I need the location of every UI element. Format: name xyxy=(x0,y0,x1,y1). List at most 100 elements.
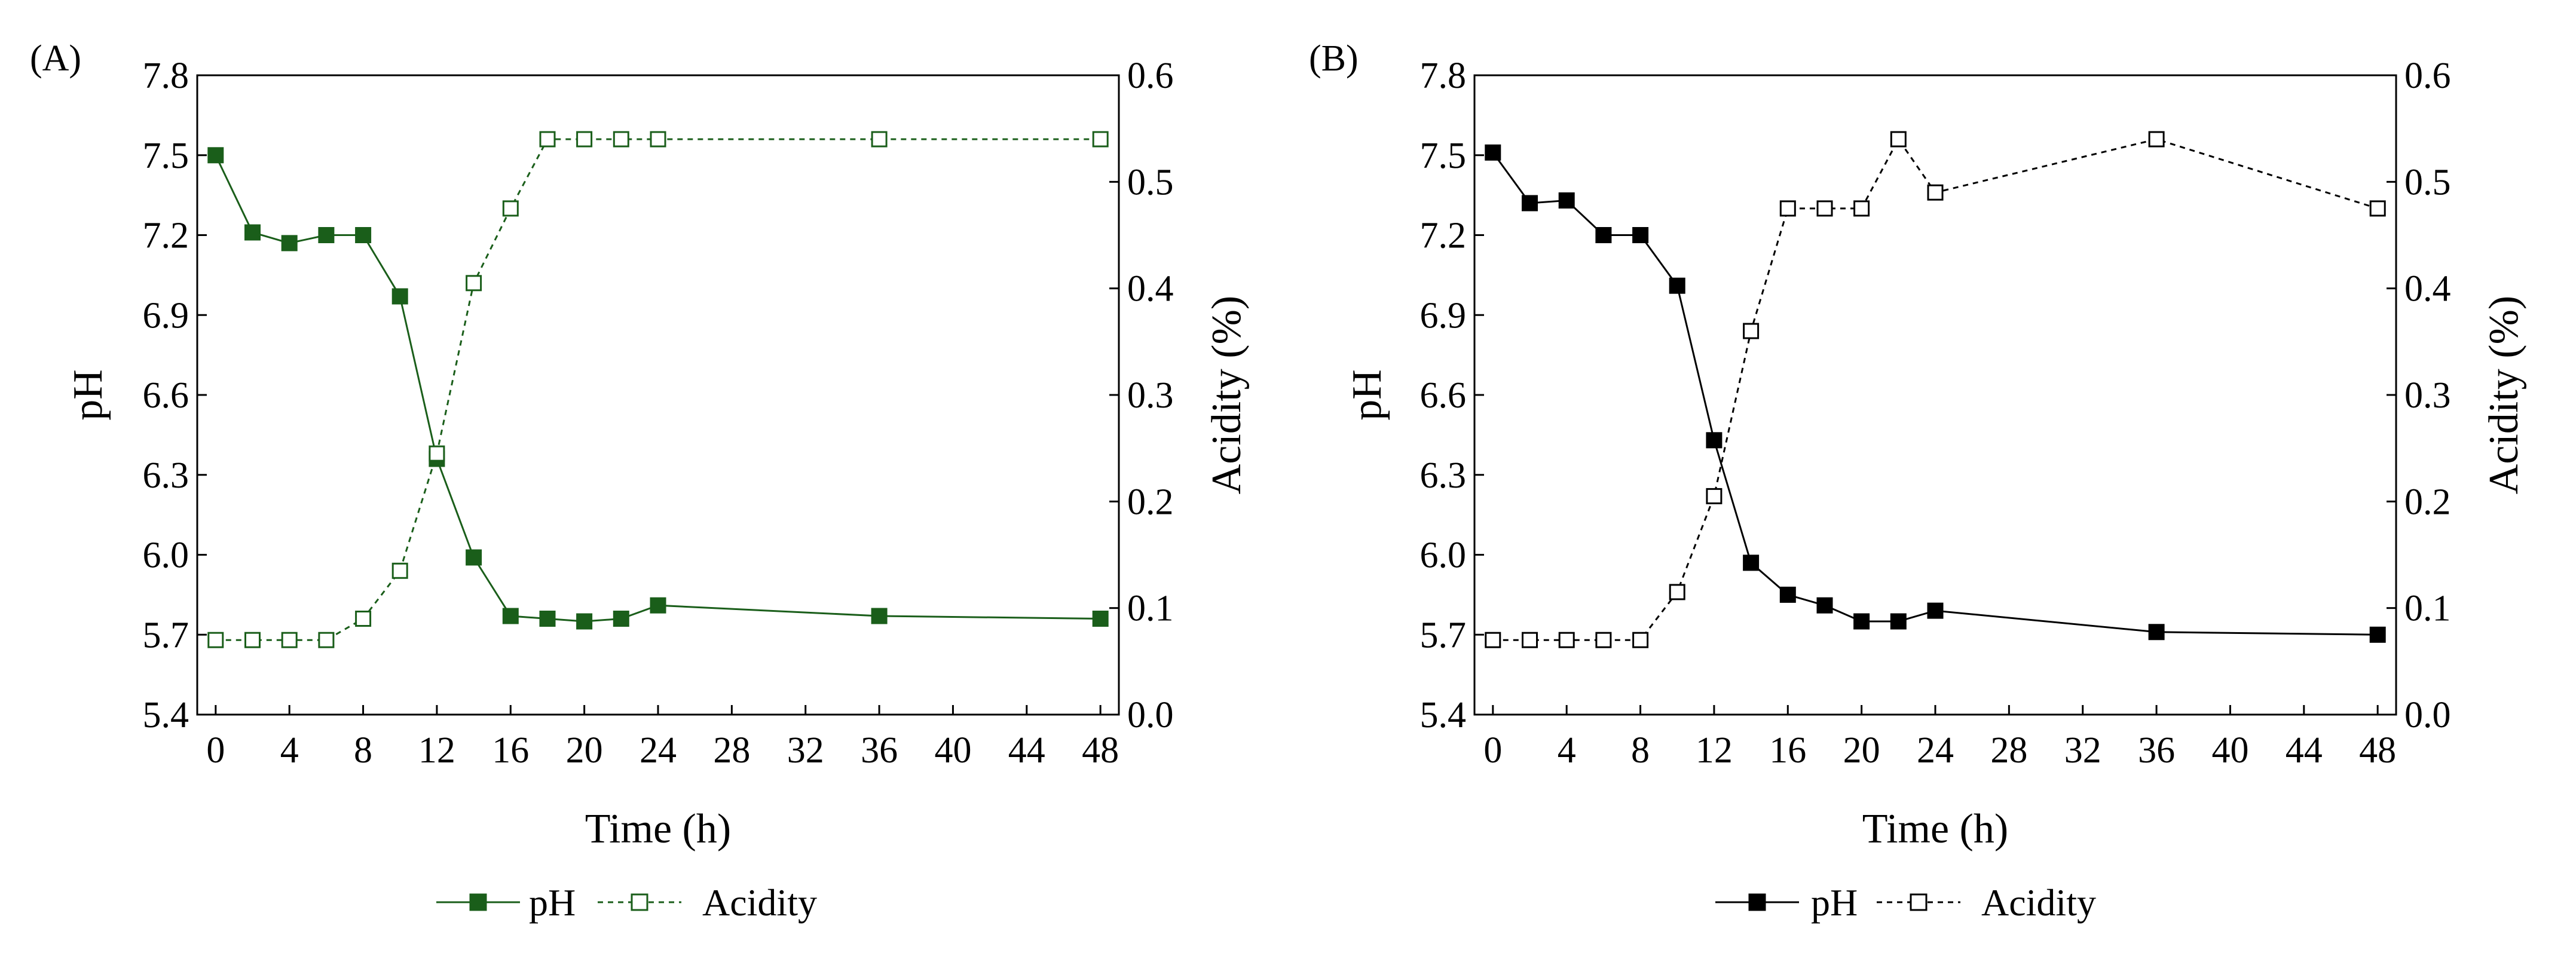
panel-a-acidity-point xyxy=(613,131,629,148)
panel-a-ph-point xyxy=(539,611,556,627)
panel-b-right-tick-label: 0.4 xyxy=(2404,269,2451,310)
panel-b-right-tick-label: 0.5 xyxy=(2404,162,2451,203)
panel-b-left-ticks: 5.4 5.7 6.0 6.3 6.6 6.9 7.2 7.5 7.8 xyxy=(1420,56,1484,736)
panel-a-left-tick-label: 6.3 xyxy=(143,455,189,496)
panel-b-acidity-point xyxy=(2369,200,2386,217)
panel-a-left-tick-label: 6.9 xyxy=(143,295,189,336)
panel-b-acidity-point xyxy=(1743,323,1760,339)
panel-a-ph-point xyxy=(207,147,224,164)
panel-a-left-tick-label: 7.5 xyxy=(143,136,189,176)
panel-a-right-tick-label: 0.6 xyxy=(1127,56,1174,96)
panel-a-x-tick-label: 16 xyxy=(492,730,529,771)
panel-a-ph-point xyxy=(355,227,372,243)
panel-a-acidity-point xyxy=(391,562,408,579)
panel-b-left-tick-label: 7.5 xyxy=(1420,136,1467,176)
panel-a: (A) 5.45.76.06.36.66.97.27.57.8 0.00.10.… xyxy=(30,38,1250,924)
panel-b-right-tick-label: 0.1 xyxy=(2404,589,2451,629)
panel-b-label: (B) xyxy=(1309,38,1359,79)
panel-b-x-title: Time (h) xyxy=(1862,806,2008,852)
panel-b-ph-point xyxy=(1816,597,1833,614)
panel-b-ph-point xyxy=(1522,195,1538,212)
panel-b-x-tick-label: 16 xyxy=(1769,730,1806,771)
panel-a-right-tick-label: 0.5 xyxy=(1127,162,1174,203)
panel-a-left-ticks: 5.4 5.7 6.0 6.3 6.6 6.9 7.2 7.5 7.8 xyxy=(143,56,207,736)
panel-a-left-tick-label: 7.2 xyxy=(143,216,189,256)
panel-a-x-tick-label: 40 xyxy=(934,730,971,771)
panel-b-right-tick-label: 0.6 xyxy=(2404,56,2451,96)
panel-b-left-tick-label: 6.0 xyxy=(1420,535,1467,576)
panel-b-legend-ph-marker xyxy=(1748,893,1766,911)
panel-b-x-tick-label: 36 xyxy=(2138,730,2175,771)
panel-b-x-tick-label: 12 xyxy=(1696,730,1733,771)
panel-b-acidity-point xyxy=(1816,200,1833,217)
panel-b-legend: pH Acidity xyxy=(1715,881,2096,924)
panel-a-ph-point xyxy=(1092,611,1109,627)
panel-b-left-tick-label: 5.7 xyxy=(1420,615,1467,655)
panel-b-right-tick-label: 0.2 xyxy=(2404,482,2451,522)
panel-a-x-tick-label: 44 xyxy=(1008,730,1045,771)
panel-b-ph-point xyxy=(1485,144,1501,161)
panel-a-x-title: Time (h) xyxy=(585,806,731,852)
panel-b-x-tick-label: 4 xyxy=(1558,730,1576,771)
panel-b-left-tick-label: 7.8 xyxy=(1420,56,1467,96)
panel-b-left-tick-label: 6.3 xyxy=(1420,455,1467,496)
panel-a-acidity-point xyxy=(576,131,593,148)
panel-a-ph-point xyxy=(613,611,629,627)
panel-a-x-tick-label: 20 xyxy=(566,730,603,771)
panel-b-legend-acidity-marker xyxy=(1910,893,1928,911)
panel-a-acidity-point xyxy=(502,200,519,217)
panel-a-legend-ph-label: pH xyxy=(529,881,576,924)
panel-a-right-tick-label: 0.0 xyxy=(1127,695,1174,736)
panel-b-ph-point xyxy=(1632,227,1649,243)
panel-b-ph-point xyxy=(1927,602,1944,619)
panel-a-right-tick-label: 0.1 xyxy=(1127,589,1174,629)
panel-a-acidity-point xyxy=(318,632,335,648)
panel-b-ph-point xyxy=(1890,613,1907,630)
panel-b-ph-point xyxy=(2369,626,2386,643)
panel-b-left-tick-label: 7.2 xyxy=(1420,216,1467,256)
panel-a-ph-point xyxy=(281,235,298,252)
panel-a-right-tick-label: 0.4 xyxy=(1127,269,1174,310)
panel-a-acidity-point xyxy=(429,445,445,462)
panel-b-acidity-point xyxy=(1595,632,1612,648)
panel-b-right-tick-label: 0.3 xyxy=(2404,375,2451,416)
panel-b-x-tick-label: 24 xyxy=(1917,730,1954,771)
panel-b-acidity-point xyxy=(1485,632,1501,648)
panel-b-x-tick-label: 48 xyxy=(2359,730,2396,771)
panel-a-x-tick-label: 32 xyxy=(787,730,824,771)
panel-a-left-tick-label: 6.6 xyxy=(143,375,189,416)
panel-a-left-tick-label: 5.4 xyxy=(143,695,189,736)
panel-a-legend: pH Acidity xyxy=(436,881,817,924)
panel-b-ph-point xyxy=(1595,227,1612,243)
panel-b-x-tick-label: 20 xyxy=(1843,730,1880,771)
panel-b-left-tick-label: 5.4 xyxy=(1420,695,1467,736)
panel-b-x-ticks: 0 4 8 12 16 20 24 28 32 36 40 44 48 xyxy=(1483,705,2396,771)
panel-b-y-right-title: Acidity (%) xyxy=(2481,296,2527,494)
panel-a-ph-point xyxy=(318,227,335,243)
panel-b-ph-point xyxy=(1706,432,1723,449)
panel-a-legend-ph-marker xyxy=(469,893,487,911)
panel-a-x-tick-label: 12 xyxy=(418,730,455,771)
panel-a-ph-point xyxy=(244,224,261,241)
panel-a-acidity-point xyxy=(281,632,298,648)
panel-a-acidity-point xyxy=(539,131,556,148)
panel-a-acidity-point xyxy=(650,131,666,148)
panel-a-x-ticks: 0 4 8 12 16 20 24 28 32 36 40 44 48 xyxy=(206,705,1119,771)
panel-b-x-tick-label: 0 xyxy=(1483,730,1502,771)
panel-a-right-tick-label: 0.2 xyxy=(1127,482,1174,522)
panel-a-y-left-title: pH xyxy=(65,369,111,421)
panel-b-acidity-point xyxy=(1632,632,1649,648)
panel-a-x-tick-label: 28 xyxy=(713,730,750,771)
panel-b-right-tick-label: 0.0 xyxy=(2404,695,2451,736)
panel-b-ph-point xyxy=(1779,586,1796,603)
panel-a-x-tick-label: 48 xyxy=(1082,730,1119,771)
panel-a-legend-acidity-label: Acidity xyxy=(702,881,817,924)
panel-b-acidity-point xyxy=(1669,584,1685,600)
panel-a-ph-point xyxy=(391,288,408,305)
panel-b-y-left-title: pH xyxy=(1344,369,1390,421)
panel-a-acidity-point xyxy=(466,275,482,292)
panel-a-acidity-point xyxy=(355,611,372,627)
panel-b-x-tick-label: 28 xyxy=(1990,730,2027,771)
panel-b-ph-point xyxy=(1558,192,1575,209)
